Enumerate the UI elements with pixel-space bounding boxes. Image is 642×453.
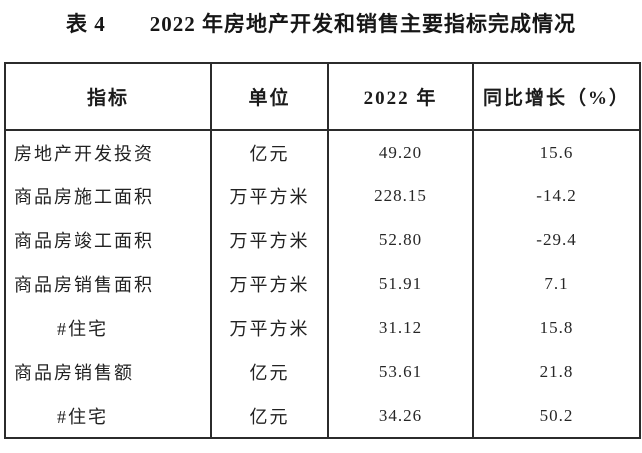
indicator-cell: 商品房施工面积 [4, 174, 212, 218]
unit-cell: 万平方米 [210, 262, 329, 306]
yoy-growth-cell: 21.8 [472, 350, 641, 394]
yoy-growth-cell: 15.8 [472, 306, 641, 350]
value-2022-cell: 49.20 [327, 130, 474, 174]
yoy-growth-cell: -29.4 [472, 218, 641, 262]
table-row: #住宅 亿元 34.26 50.2 [4, 394, 641, 438]
unit-cell: 亿元 [210, 394, 329, 438]
table-row: 商品房施工面积 万平方米 228.15 -14.2 [4, 174, 641, 218]
value-2022-cell: 53.61 [327, 350, 474, 394]
indicator-cell: 商品房销售面积 [4, 262, 212, 306]
indicator-cell: #住宅 [4, 394, 212, 438]
yoy-growth-cell: 7.1 [472, 262, 641, 306]
value-2022-cell: 51.91 [327, 262, 474, 306]
table-row: 商品房销售面积 万平方米 51.91 7.1 [4, 262, 641, 306]
unit-cell: 万平方米 [210, 174, 329, 218]
indicator-cell: 商品房竣工面积 [4, 218, 212, 262]
col-header-2022: 2022 年 [327, 63, 474, 131]
table-row: 商品房竣工面积 万平方米 52.80 -29.4 [4, 218, 641, 262]
table-row: #住宅 万平方米 31.12 15.8 [4, 306, 641, 350]
header-row: 指标 单位 2022 年 同比增长（%） [4, 63, 641, 131]
value-2022-cell: 228.15 [327, 174, 474, 218]
table-title: 表 4 2022 年房地产开发和销售主要指标完成情况 [66, 12, 576, 36]
col-header-yoy-growth: 同比增长（%） [472, 63, 641, 131]
table-row: 房地产开发投资 亿元 49.20 15.6 [4, 130, 641, 174]
yoy-growth-cell: -14.2 [472, 174, 641, 218]
unit-cell: 亿元 [210, 130, 329, 174]
value-2022-cell: 31.12 [327, 306, 474, 350]
indicators-table: 指标 单位 2022 年 同比增长（%） 房地产开发投资 亿元 49.20 15… [4, 62, 641, 439]
table-row: 商品房销售额 亿元 53.61 21.8 [4, 350, 641, 394]
unit-cell: 亿元 [210, 350, 329, 394]
yoy-growth-cell: 15.6 [472, 130, 641, 174]
value-2022-cell: 34.26 [327, 394, 474, 438]
col-header-unit: 单位 [210, 63, 329, 131]
yoy-growth-cell: 50.2 [472, 394, 641, 438]
indicator-cell: 商品房销售额 [4, 350, 212, 394]
unit-cell: 万平方米 [210, 306, 329, 350]
indicator-cell: 房地产开发投资 [4, 130, 212, 174]
unit-cell: 万平方米 [210, 218, 329, 262]
col-header-indicator: 指标 [4, 63, 212, 131]
indicator-cell: #住宅 [4, 306, 212, 350]
value-2022-cell: 52.80 [327, 218, 474, 262]
